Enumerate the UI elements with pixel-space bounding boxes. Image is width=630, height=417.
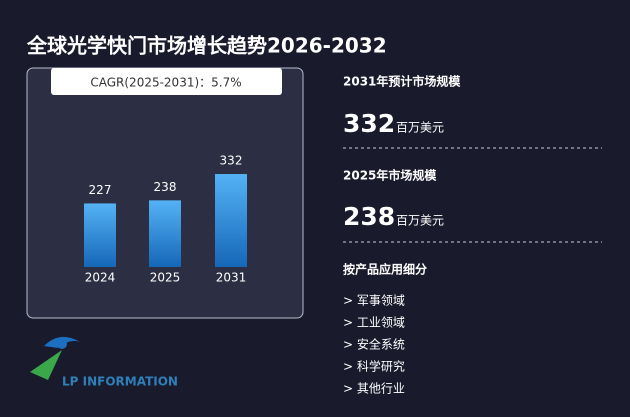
cagr-pill bbox=[51, 68, 282, 95]
value-label: 227 bbox=[89, 183, 112, 197]
x-tick-label: 2025 bbox=[150, 271, 181, 285]
summary-value: 332 bbox=[343, 109, 395, 138]
segment-item: > 工业领域 bbox=[343, 316, 405, 330]
bar bbox=[149, 200, 181, 267]
logo-dot bbox=[57, 339, 67, 349]
segments-title: 按产品应用细分 bbox=[343, 262, 427, 277]
logo-text: LP INFORMATION bbox=[62, 375, 178, 389]
summary-label: 2031年预计市场规模 bbox=[343, 74, 461, 89]
x-tick-label: 2031 bbox=[216, 271, 247, 285]
segment-item: > 军事领域 bbox=[343, 294, 405, 308]
bar bbox=[215, 174, 247, 267]
summary-unit: 百万美元 bbox=[396, 214, 444, 228]
x-tick-label: 2024 bbox=[85, 271, 116, 285]
segment-item: > 科学研究 bbox=[343, 359, 405, 374]
cagr-label: CAGR(2025-2031)：5.7% bbox=[90, 76, 241, 90]
summary-unit: 百万美元 bbox=[396, 121, 444, 135]
value-label: 238 bbox=[154, 180, 177, 194]
logo: LP INFORMATION bbox=[30, 336, 178, 389]
summary-label: 2025年市场规模 bbox=[343, 168, 437, 183]
logo-shape bbox=[30, 350, 62, 380]
bar bbox=[84, 203, 116, 267]
value-label: 332 bbox=[220, 154, 243, 168]
page-title: 全球光学快门市场增长趋势2026-2032 bbox=[26, 34, 387, 58]
segment-item: > 其他行业 bbox=[343, 382, 405, 396]
summary-value: 238 bbox=[343, 202, 395, 231]
segment-item: > 安全系统 bbox=[343, 337, 405, 352]
